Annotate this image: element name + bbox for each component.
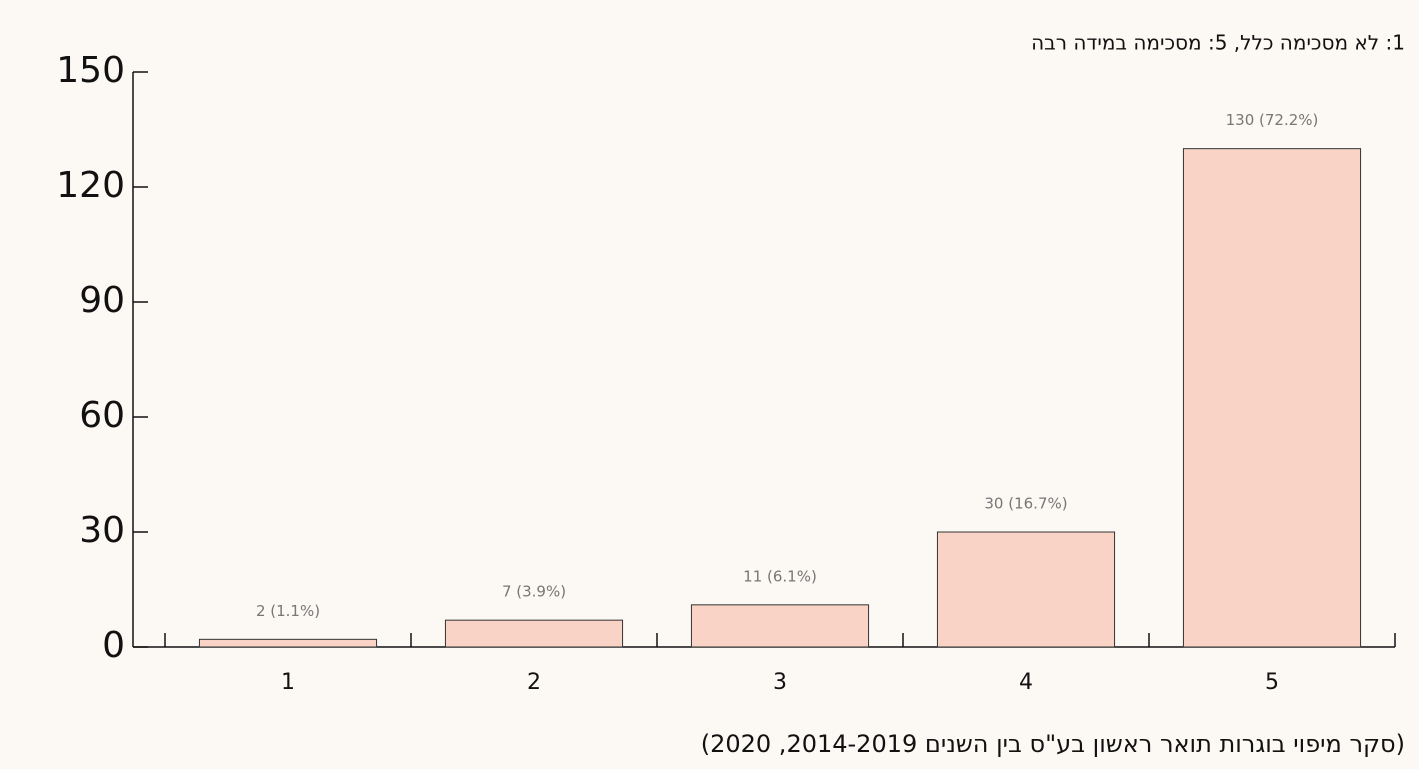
- x-tick-label: 5: [1265, 670, 1279, 695]
- data-label: 11 (6.1%): [743, 567, 817, 585]
- chart-source: (סקר מיפוי בוגרות תואר ראשון בע"ס בין הש…: [701, 730, 1405, 758]
- data-label: 130 (72.2%): [1226, 111, 1319, 129]
- bar: [936, 531, 1116, 648]
- x-tick-label: 2: [527, 670, 541, 695]
- data-label: 7 (3.9%): [502, 583, 566, 601]
- bar: [444, 619, 624, 648]
- x-tick-label: 1: [281, 670, 295, 695]
- y-tick-label: 0: [102, 625, 125, 666]
- y-tick-label: 90: [79, 280, 125, 321]
- data-label: 2 (1.1%): [256, 602, 320, 620]
- data-label: 30 (16.7%): [984, 495, 1067, 513]
- bar: [1182, 148, 1362, 648]
- chart-subtitle: 1: לא מסכימה כלל, 5: מסכימה במידה רבה: [1031, 31, 1405, 55]
- y-tick-label: 30: [79, 510, 125, 551]
- y-tick-label: 120: [56, 165, 125, 206]
- y-tick-label: 60: [79, 395, 125, 436]
- bar: [690, 604, 870, 648]
- bar: [198, 638, 378, 648]
- y-tick-label: 150: [56, 50, 125, 91]
- x-tick-label: 3: [773, 670, 787, 695]
- x-tick-label: 4: [1019, 670, 1033, 695]
